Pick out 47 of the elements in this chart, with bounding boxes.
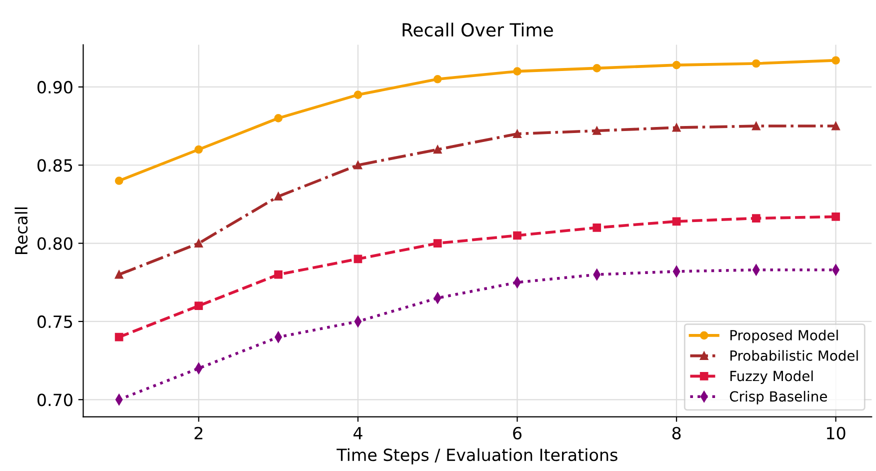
point: [513, 67, 522, 76]
x-tick-label: 2: [194, 426, 202, 440]
point: [592, 126, 602, 135]
chart-title: Recall Over Time: [402, 22, 553, 37]
point: [752, 214, 760, 222]
x-tick-label: 10: [827, 426, 846, 440]
point: [513, 231, 522, 240]
point: [832, 56, 840, 65]
legend-label: Probabilistic Model: [730, 350, 858, 361]
point: [752, 122, 760, 130]
y-tick-label: 0.90: [37, 80, 72, 94]
point: [832, 122, 840, 130]
point: [274, 114, 282, 122]
point: [274, 270, 282, 279]
point: [752, 59, 760, 68]
point: [433, 239, 442, 248]
x-axis-title: Time Steps / Evaluation Iterations: [336, 448, 618, 464]
point: [114, 332, 124, 342]
point: [274, 192, 282, 201]
y-tick-label: 0.85: [37, 159, 72, 172]
point: [194, 145, 203, 154]
point: [672, 60, 681, 70]
point: [194, 302, 203, 310]
point: [832, 212, 840, 221]
legend-label: Crisp Baseline: [730, 390, 827, 404]
point: [592, 64, 602, 72]
point: [194, 239, 203, 248]
y-tick-label: 0.80: [37, 237, 72, 250]
point: [354, 254, 362, 264]
y-axis-title: Recall: [14, 207, 28, 254]
point: [513, 130, 522, 138]
x-tick-label: 6: [513, 426, 522, 440]
point: [672, 217, 681, 226]
point: [114, 176, 124, 185]
point: [114, 270, 124, 279]
point: [672, 123, 681, 132]
legend-label: Proposed Model: [730, 330, 838, 344]
x-tick-label: 4: [353, 427, 362, 440]
legend-label: Fuzzy Model: [730, 370, 813, 384]
point: [433, 74, 442, 84]
point: [433, 145, 442, 154]
point: [354, 90, 362, 99]
y-tick-label: 0.70: [37, 394, 72, 406]
point: [354, 160, 362, 170]
point: [592, 223, 602, 232]
y-tick-label: 0.75: [37, 315, 72, 328]
x-tick-label: 8: [672, 426, 681, 440]
